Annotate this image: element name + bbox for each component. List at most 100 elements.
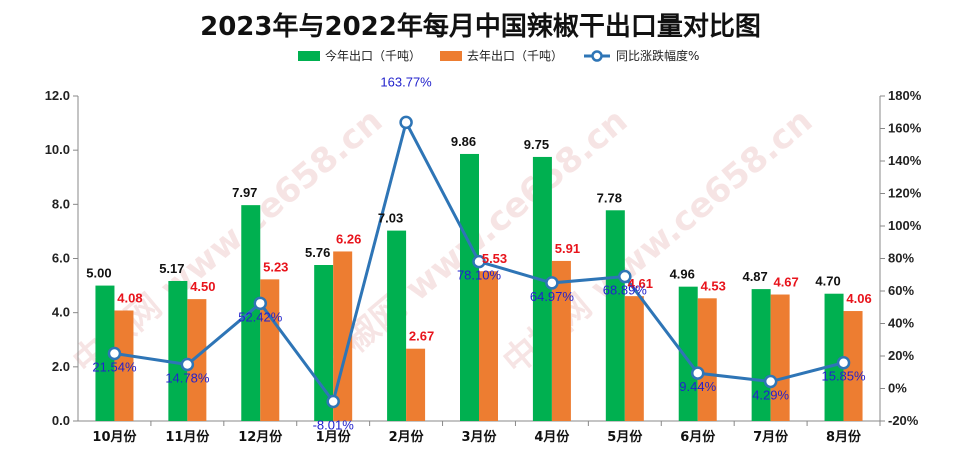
y-right-tick-label: 120% [888,186,922,201]
data-label-previous-year: 4.67 [773,275,798,290]
line-point-yoy [399,115,413,130]
x-category-label: 10月份 [92,429,137,445]
data-label-yoy: 15.85% [821,369,866,384]
y-left-tick-label: 4.0 [52,305,70,320]
y-left-tick-label: 10.0 [45,142,70,157]
y-left-tick-label: 0.0 [52,413,70,428]
data-label-current-year: 4.87 [742,269,767,284]
data-label-yoy: -8.01% [313,418,355,433]
bar-previous-year [479,271,498,421]
y-left-tick-label: 6.0 [52,251,70,266]
legend-label-current-year: 今年出口（千吨） [325,48,421,63]
bar-current-year [95,285,115,421]
y-right-tick-label: -20% [888,413,919,428]
x-category-label: 1月份 [316,429,352,445]
x-category-label: 11月份 [165,429,210,445]
bar-current-year [751,289,771,421]
data-label-previous-year: 5.53 [482,251,507,266]
legend-label-yoy: 同比涨跌幅度% [616,48,699,63]
y-right-tick-label: 180% [888,88,922,103]
x-category-label: 12月份 [238,429,283,445]
y-right-tick-label: 60% [888,283,914,298]
data-label-current-year: 4.70 [815,274,840,289]
y-right-tick-label: 40% [888,316,914,331]
chart-legend: 今年出口（千吨） 去年出口（千吨） 同比涨跌幅度% [298,48,699,63]
bar-current-year [168,280,188,421]
data-label-yoy: 163.77% [380,74,432,89]
data-label-current-year: 7.78 [597,190,622,205]
bar-previous-year [260,279,280,421]
line-group [107,115,851,409]
y-right-tick-label: 140% [888,153,922,168]
bar-previous-year [406,348,426,421]
legend-swatch-previous-year [440,51,462,61]
chart-title: 2023年与2022年每月中国辣椒干出口量对比图 [200,12,761,42]
x-category-label: 7月份 [753,429,789,445]
line-point-yoy [326,394,340,409]
line-point-yoy [253,296,268,311]
data-label-previous-year: 5.23 [263,259,288,274]
data-label-previous-year: 4.53 [701,278,726,293]
x-category-label: 5月份 [607,429,643,445]
y-right-tick-label: 160% [888,121,922,136]
x-category-label: 2月份 [389,429,425,445]
x-category-label: 4月份 [534,429,570,445]
line-point-yoy [618,269,632,284]
legend-label-previous-year: 去年出口（千吨） [467,49,563,63]
bar-current-year [605,210,625,421]
line-point-yoy [690,366,705,380]
y-right-tick-label: 20% [888,348,914,363]
line-point-yoy [180,357,195,372]
data-label-previous-year: 4.50 [190,279,215,294]
data-label-previous-year: 5.91 [555,241,580,256]
data-label-current-year: 4.96 [670,267,695,282]
bar-previous-year [697,298,717,421]
data-label-current-year: 7.03 [378,211,403,226]
y-right-tick-label: 80% [888,251,914,266]
legend-swatch-current-year [298,51,320,61]
y-right-tick-label: 0% [888,381,907,396]
bar-current-year [824,293,844,421]
x-category-label: 3月份 [461,429,497,445]
y-left-tick-label: 2.0 [52,359,70,374]
data-label-yoy: 9.44% [679,379,716,394]
data-label-yoy: 78.10% [457,268,502,283]
data-label-yoy: 68.89% [603,283,648,298]
legend-swatch-marker [591,50,603,62]
data-label-yoy: 4.29% [752,388,789,403]
data-label-current-year: 7.97 [232,185,257,200]
bar-previous-year [624,296,644,421]
data-label-current-year: 9.86 [451,134,476,149]
line-point-yoy [472,254,486,269]
data-label-previous-year: 2.67 [409,329,434,344]
bar-current-year [678,286,698,421]
data-label-yoy: 64.97% [530,289,575,304]
data-label-previous-year: 4.06 [846,291,871,306]
data-label-yoy: 14.78% [165,370,210,385]
data-label-yoy: 21.54% [92,359,137,374]
x-category-label: 8月份 [826,429,862,445]
x-category-label: 6月份 [680,429,716,445]
line-point-yoy [763,374,778,389]
bar-previous-year [114,310,134,421]
line-point-yoy [107,346,122,361]
data-label-previous-year: 4.08 [117,291,142,306]
bar-previous-year [187,299,207,421]
data-label-current-year: 5.00 [86,266,111,281]
bar-previous-year [843,311,863,421]
data-label-current-year: 5.17 [159,261,184,276]
bar-current-year [532,156,552,421]
bar-current-year [387,230,407,421]
y-left-tick-label: 8.0 [52,196,70,211]
chart-axes: 0.0 2.0 4.0 6.0 8.0 10.0 12.0 -20% 0% 20% 40% 60% 80… [45,88,922,445]
y-right-tick-label: 100% [888,218,922,233]
line-point-yoy [545,276,559,290]
data-label-previous-year: 6.26 [336,231,361,246]
data-label-current-year: 5.76 [305,245,330,260]
line-point-yoy [836,355,851,370]
bar-previous-year [551,260,571,421]
data-label-current-year: 9.75 [524,137,549,152]
bar-current-year [460,153,479,422]
data-label-yoy: 52.42% [238,309,283,324]
